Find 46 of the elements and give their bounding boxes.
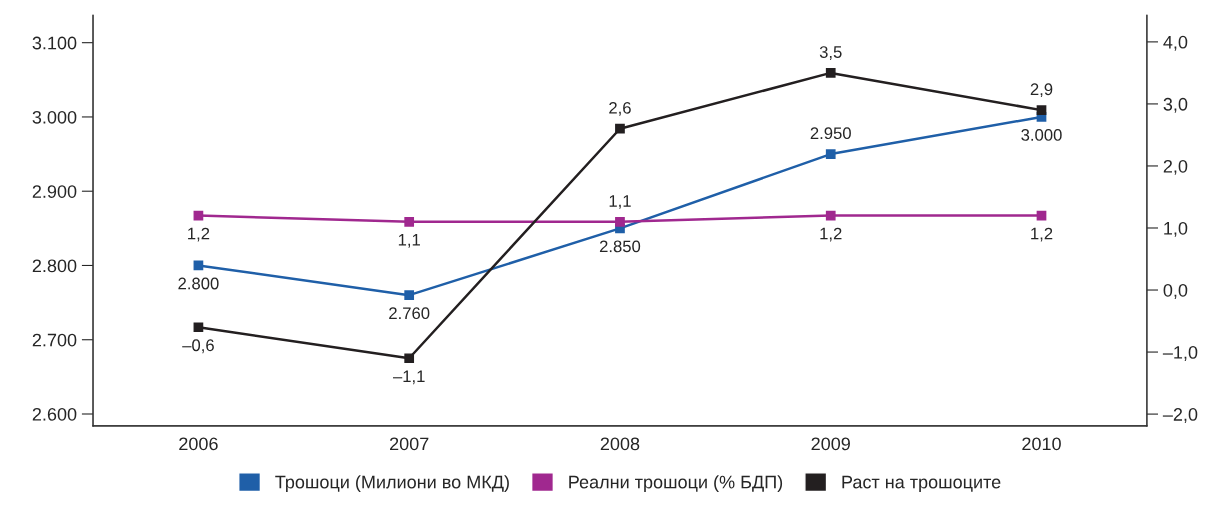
y2-tick-label: 0,0 <box>1163 283 1188 299</box>
y-tick-label: 3.100 <box>32 36 77 50</box>
data-label: 2,6 <box>609 101 631 116</box>
y2-tick-label: 3,0 <box>1163 97 1188 113</box>
data-label: 1,1 <box>398 234 420 248</box>
y-tick-label: 3.000 <box>32 110 77 124</box>
legend-label: Реални трошоци (% БДП) <box>569 475 783 493</box>
y-tick-label: 2.600 <box>32 407 77 421</box>
data-label: 2,9 <box>1030 83 1053 98</box>
point <box>825 68 836 78</box>
point <box>404 290 415 301</box>
y-tick-label: 2.900 <box>32 185 77 198</box>
point <box>615 216 625 227</box>
y2-tick-label: 4,0 <box>1163 35 1188 51</box>
data-label: –1,1 <box>392 370 425 385</box>
data-label: 1,2 <box>820 227 842 242</box>
point <box>1036 105 1047 115</box>
data-label: 2.800 <box>178 277 219 290</box>
point <box>825 149 836 159</box>
x-tick-label: 2009 <box>811 437 850 451</box>
data-label: 2.850 <box>599 240 641 253</box>
y2-tick-label: 2,0 <box>1163 159 1188 175</box>
x-tick-label: 2010 <box>1022 437 1061 451</box>
x-tick-label: 2006 <box>179 437 218 451</box>
x-tick-label: 2008 <box>600 437 640 451</box>
y-tick-label: 2.700 <box>32 333 77 347</box>
y2-tick-label: –2,0 <box>1162 408 1198 423</box>
data-label: 1,2 <box>1031 227 1053 242</box>
y2-tick-label: 1,0 <box>1164 221 1188 237</box>
x-tick-label: 2007 <box>390 437 429 451</box>
data-label: –0,6 <box>182 339 214 354</box>
data-label: 1,2 <box>188 227 210 242</box>
point <box>193 322 204 333</box>
data-label: 1,1 <box>609 195 631 209</box>
data-label: 2.950 <box>810 127 851 140</box>
y-tick-label: 2.800 <box>32 259 77 273</box>
legend-label: Трошоци (Милиони во МКД) <box>275 475 509 493</box>
legend-label: Раст на трошоците <box>842 475 1001 493</box>
y2-tick-label: –1,0 <box>1162 345 1198 361</box>
point <box>404 353 415 364</box>
point <box>404 216 415 227</box>
data-label: 3.000 <box>1021 129 1062 141</box>
point <box>825 210 836 221</box>
data-label: 2.760 <box>389 307 430 320</box>
data-label: 3,5 <box>819 46 842 60</box>
point <box>615 123 625 134</box>
